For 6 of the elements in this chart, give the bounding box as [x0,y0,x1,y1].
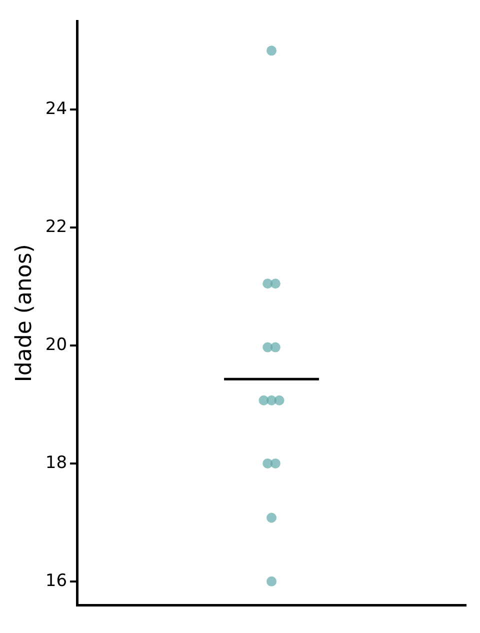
y-tick-label: 18 [45,452,68,473]
y-tick-label: 24 [45,99,68,120]
y-tick-label: 22 [45,217,68,238]
y-axis-title: Idade (anos) [12,244,37,382]
y-tick-label: 20 [45,334,68,355]
y-tick-label: 16 [45,570,68,591]
